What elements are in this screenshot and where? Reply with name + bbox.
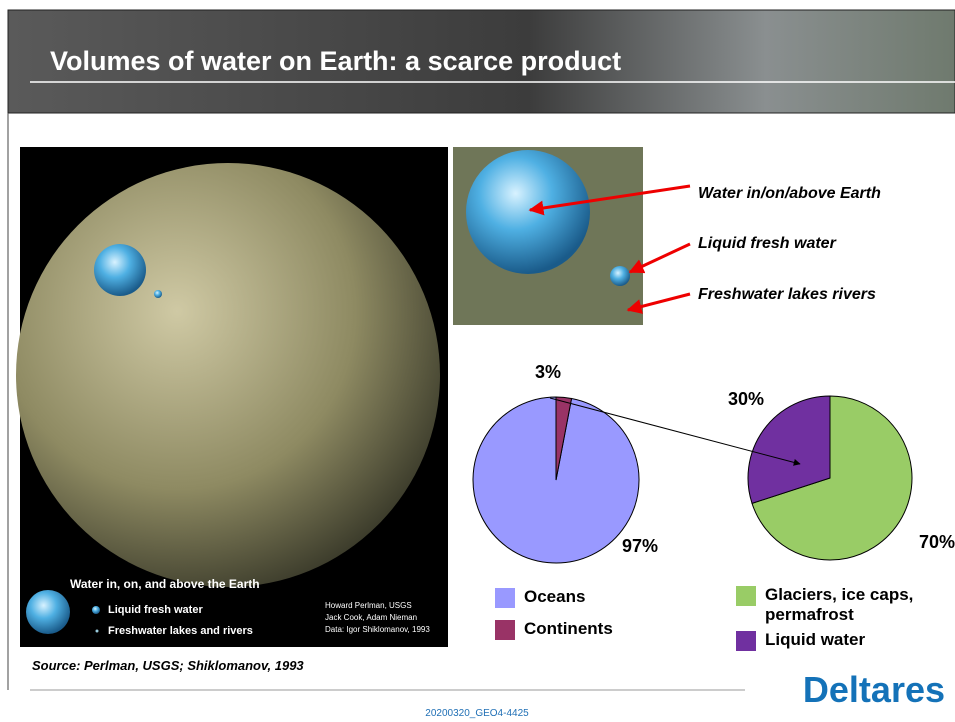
source: Source: Perlman, USGS; Shiklomanov, 1993	[32, 658, 304, 673]
legend-sphere	[26, 590, 70, 634]
legend-item: Liquid water	[765, 630, 866, 649]
legend-item: Glaciers, ice caps, permafrost	[765, 585, 914, 624]
fresh-sphere	[154, 290, 162, 298]
callout: Liquid fresh water	[698, 235, 837, 252]
pie-slice	[747, 395, 831, 504]
legend-label: Oceans	[524, 587, 586, 606]
credit: Jack Cook, Adam Nieman	[325, 613, 417, 622]
legend-sphere-small	[92, 606, 100, 614]
legend-label: Glaciers, ice caps, permafrost	[765, 585, 914, 624]
charts: 97% Oceans 3% Continents 70% Glaciers, ice ca…	[472, 362, 955, 651]
data-label: 3%	[535, 362, 561, 382]
callout-arrow	[626, 292, 691, 314]
earth	[16, 163, 440, 587]
title: Volumes of water on Earth: a scarce prod…	[50, 46, 621, 76]
header-band	[8, 10, 955, 113]
globe-caption: Water in, on, and above the Earth	[70, 577, 260, 591]
callout: Freshwater lakes rivers	[698, 286, 876, 303]
footer: 20200320_GEO4-4425	[425, 708, 529, 719]
legend-item: Continents	[524, 619, 613, 638]
legend-label: Continents	[524, 619, 613, 638]
legend-item: Oceans	[524, 587, 586, 606]
globe-legend: Freshwater lakes and rivers	[108, 625, 253, 637]
callout-arrow	[628, 242, 691, 274]
globe-legend: Liquid fresh water	[108, 604, 203, 616]
zoom-fresh-sphere	[610, 266, 630, 286]
data-label: 30%	[728, 389, 764, 409]
legend-sphere-tiny	[95, 629, 99, 633]
legend-swatch	[495, 588, 515, 608]
logo: Deltares	[803, 669, 945, 710]
callout: Water in/on/above Earth	[698, 185, 881, 202]
data-label: 97%	[622, 536, 658, 556]
credit: Howard Perlman, USGS	[325, 601, 412, 610]
pie-slice	[472, 396, 640, 564]
data-label: 70%	[919, 532, 955, 552]
header-frame	[7, 9, 955, 114]
legend-label: Liquid water	[765, 630, 866, 649]
legend-swatch	[736, 631, 756, 651]
legend-swatch	[495, 620, 515, 640]
zoom-water-sphere	[466, 150, 590, 274]
callout-arrow	[528, 184, 691, 216]
pie-slice	[751, 395, 913, 561]
legend-swatch	[736, 586, 756, 606]
link-arrow	[549, 397, 801, 466]
credit: Data: Igor Shiklomanov, 1993	[325, 625, 430, 634]
water-sphere	[94, 244, 146, 296]
pie-slice	[555, 396, 573, 481]
